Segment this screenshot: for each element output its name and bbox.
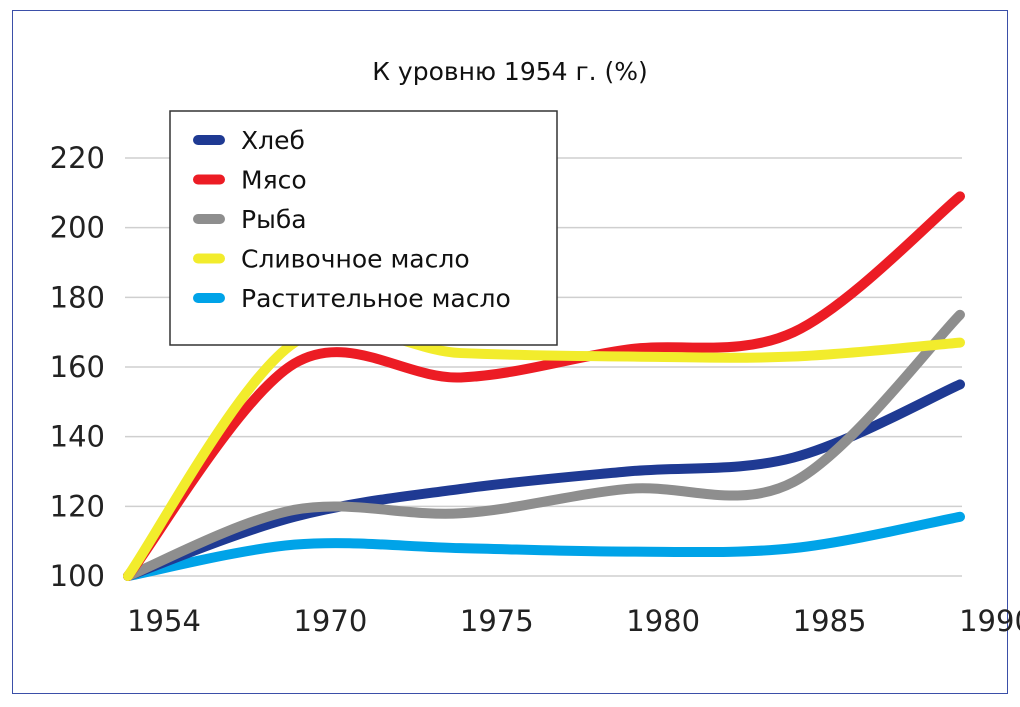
x-tick-label: 1990: [959, 604, 1020, 638]
y-tick-label: 220: [50, 141, 105, 175]
chart-title: К уровню 1954 г. (%): [372, 57, 648, 86]
x-tick-label: 1970: [293, 604, 367, 638]
series-line-4: [123, 323, 965, 581]
x-tick-label: 1954: [127, 604, 201, 638]
legend-label: Рыба: [241, 205, 307, 234]
x-tick-label: 1980: [626, 604, 700, 638]
y-tick-label: 120: [50, 489, 105, 523]
y-tick-label: 160: [50, 350, 105, 384]
legend-label: Хлеб: [241, 126, 305, 155]
series-lines: [123, 191, 965, 581]
legend-label: Растительное масло: [241, 284, 511, 313]
series-line-5: [123, 511, 965, 581]
series-line-2: [123, 191, 965, 581]
series-line-3: [123, 309, 965, 581]
x-tick-label: 1975: [460, 604, 534, 638]
y-tick-label: 100: [50, 559, 105, 593]
x-tick-label: 1985: [793, 604, 867, 638]
legend-box: [169, 110, 558, 346]
y-tick-label: 180: [50, 280, 105, 314]
y-axis-ticks: 100 120 140 160 180 200 220: [50, 141, 105, 593]
legend-label: Мясо: [241, 166, 307, 195]
legend: Хлеб Мясо Рыба Сливочное масло Растительное …: [169, 110, 558, 346]
y-tick-label: 200: [50, 211, 105, 245]
series-line-1: [123, 379, 965, 581]
legend-label: Сливочное масло: [241, 245, 470, 274]
x-axis-ticks: 1954 1970 1975 1980 1985 1990: [127, 604, 1020, 638]
y-tick-label: 140: [50, 420, 105, 454]
